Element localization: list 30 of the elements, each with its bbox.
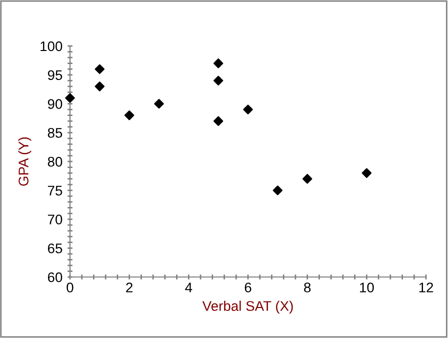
point [272,186,283,196]
point [124,110,134,120]
point [94,64,105,74]
x-tick-label: 8 [304,282,311,292]
point [213,76,224,86]
y-tick-label: 95 [48,70,62,80]
point [302,174,312,184]
y-tick-label: 90 [48,99,62,109]
x-tick-label: 4 [185,282,192,292]
point [154,98,164,109]
y-tick-label: 70 [48,214,62,224]
y-axis-title: GPA (Y) [18,137,32,186]
point [65,93,75,103]
x-tick-label: 2 [126,282,132,292]
y-tick-label: 100 [40,41,62,52]
point [94,82,105,92]
x-axis-title: Verbal SAT (X) [202,300,293,314]
y-tick-label: 60 [48,272,62,282]
y-tick-label: 85 [48,128,62,138]
x-tick-label: 10 [360,282,374,292]
point [243,104,253,114]
point [213,58,224,68]
y-tick-label: 65 [48,243,62,254]
point [213,116,224,126]
y-tick-label: 75 [48,186,62,196]
y-tick-label: 80 [48,156,62,167]
x-tick-label: 0 [66,282,74,292]
x-tick-label: 12 [419,282,434,292]
x-tick-label: 6 [244,282,252,292]
point [362,168,372,178]
